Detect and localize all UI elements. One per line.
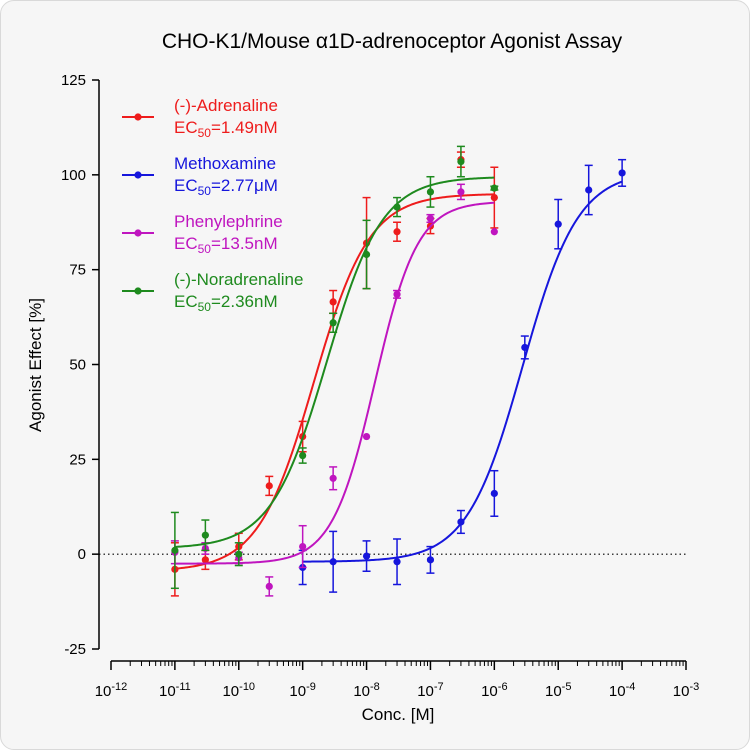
fit-curve bbox=[174, 201, 495, 565]
data-point bbox=[201, 556, 209, 564]
data-point bbox=[299, 451, 307, 460]
legend-ec50-label: EC50=13.5nM bbox=[174, 234, 278, 256]
data-point bbox=[235, 550, 243, 558]
data-point bbox=[329, 558, 337, 566]
legend-marker bbox=[134, 171, 142, 179]
data-point bbox=[201, 531, 209, 539]
data-point bbox=[362, 250, 371, 259]
data-point bbox=[393, 203, 401, 211]
x-tick-label: 10-12 bbox=[95, 681, 128, 700]
data-point bbox=[265, 582, 273, 591]
data-point bbox=[299, 542, 307, 551]
data-point bbox=[362, 552, 371, 560]
data-point bbox=[265, 482, 273, 490]
y-tick-label: -25 bbox=[64, 641, 86, 658]
data-point bbox=[329, 298, 337, 306]
x-tick-label: 10-4 bbox=[609, 681, 635, 700]
y-tick-label: 75 bbox=[69, 262, 86, 279]
data-point bbox=[490, 228, 498, 236]
y-axis-label: Agonist Effect [%] bbox=[26, 298, 45, 432]
legend-entry-0: (-)-Adrenaline EC50=1.49nM bbox=[122, 96, 278, 140]
data-point bbox=[426, 188, 435, 196]
x-tick-label: 10-7 bbox=[417, 681, 443, 700]
data-point bbox=[618, 169, 626, 177]
data-point bbox=[426, 556, 435, 564]
legend-marker bbox=[134, 113, 142, 121]
series-1 bbox=[298, 158, 627, 593]
x-axis-label: Conc. [M] bbox=[362, 705, 435, 724]
data-point bbox=[171, 546, 179, 554]
legend-entry-1: Methoxamine EC50=2.77μM bbox=[122, 154, 278, 198]
fit-curve bbox=[174, 193, 495, 570]
data-point bbox=[585, 186, 593, 194]
data-point bbox=[521, 343, 529, 352]
fit-curve bbox=[174, 176, 495, 548]
legend-marker bbox=[134, 229, 142, 237]
chart-title: CHO-K1/Mouse α1D-adrenoceptor Agonist As… bbox=[162, 30, 623, 53]
legend-ec50-label: EC50=1.49nM bbox=[174, 118, 278, 140]
legend-series-name: Phenylephrine bbox=[174, 212, 283, 231]
y-tick-label: 25 bbox=[69, 451, 86, 468]
x-tick-label: 10-11 bbox=[159, 681, 191, 700]
x-tick-label: 10-8 bbox=[353, 681, 379, 700]
data-point bbox=[329, 474, 337, 482]
legend-series-name: (-)-Noradrenaline bbox=[174, 270, 303, 289]
x-tick-label: 10-9 bbox=[289, 681, 315, 700]
y-tick-label: 0 bbox=[78, 546, 86, 563]
data-point bbox=[329, 319, 337, 327]
data-point bbox=[393, 228, 401, 236]
x-tick-label: 10-5 bbox=[545, 681, 571, 700]
legend-series-name: (-)-Adrenaline bbox=[174, 96, 278, 115]
plot-area: -25 0 25 50 75 100 125 10-12 10-11 10-10 10-9 10-8 1… bbox=[61, 72, 699, 700]
data-point bbox=[426, 214, 435, 223]
data-point bbox=[457, 157, 465, 166]
legend-series-name: Methoxamine bbox=[174, 154, 276, 173]
x-tick-label: 10-6 bbox=[481, 681, 507, 700]
legend-marker bbox=[134, 287, 142, 295]
legend-ec50-label: EC50=2.36nM bbox=[174, 292, 278, 314]
x-tick-label: 10-10 bbox=[222, 681, 255, 700]
x-tick-label: 10-3 bbox=[673, 681, 699, 700]
legend-entry-2: Phenylephrine EC50=13.5nM bbox=[122, 212, 283, 256]
y-tick-label: 125 bbox=[61, 72, 86, 89]
data-point bbox=[362, 432, 371, 441]
fit-curve bbox=[302, 180, 623, 563]
data-point bbox=[393, 290, 401, 298]
data-point bbox=[490, 184, 498, 192]
series-3 bbox=[170, 145, 499, 590]
data-point bbox=[490, 489, 498, 498]
data-point bbox=[457, 188, 465, 196]
legend-entry-3: (-)-Noradrenaline EC50=2.36nM bbox=[122, 270, 303, 314]
data-point bbox=[554, 220, 562, 228]
legend-ec50-label: EC50=2.77μM bbox=[174, 176, 278, 198]
data-point bbox=[393, 558, 401, 566]
y-tick-label: 100 bbox=[61, 167, 86, 184]
data-point bbox=[457, 518, 465, 526]
legend: (-)-Adrenaline EC50=1.49nM Methoxamine EC50… bbox=[122, 96, 303, 314]
y-tick-label: 50 bbox=[69, 357, 86, 374]
data-point bbox=[490, 193, 498, 202]
